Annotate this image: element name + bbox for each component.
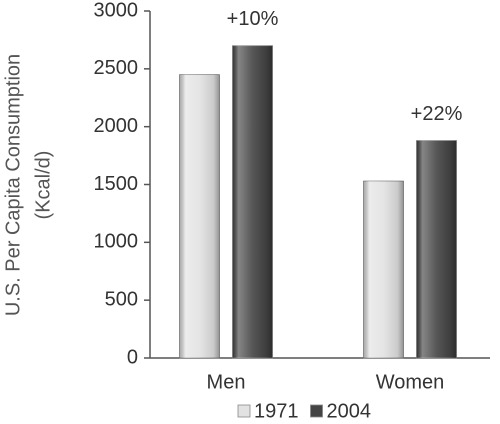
bar: [179, 74, 220, 359]
x-tick-label: Women: [376, 371, 445, 393]
legend-swatch: [237, 404, 251, 418]
bar: [416, 140, 457, 359]
bar: [232, 45, 273, 359]
y-tick-label: 0: [127, 346, 138, 368]
y-tick-label: 2500: [94, 57, 139, 79]
y-tick-label: 3000: [94, 0, 139, 21]
y-axis-label: U.S. Per Capita Consumption: [2, 54, 24, 316]
y-tick-label: 1000: [94, 231, 139, 253]
legend-label: 1971: [254, 400, 299, 422]
y-tick-label: 1500: [94, 173, 139, 195]
annotation: +10%: [227, 8, 279, 30]
legend-swatch: [310, 404, 323, 418]
annotation: +22%: [411, 103, 463, 125]
bar: [363, 180, 404, 359]
y-tick-label: 2000: [94, 115, 139, 137]
legend-label: 2004: [327, 400, 372, 422]
x-tick-label: Men: [207, 371, 246, 393]
y-tick-label: 500: [105, 288, 138, 310]
y-axis-label: (Kcal/d): [32, 151, 54, 220]
